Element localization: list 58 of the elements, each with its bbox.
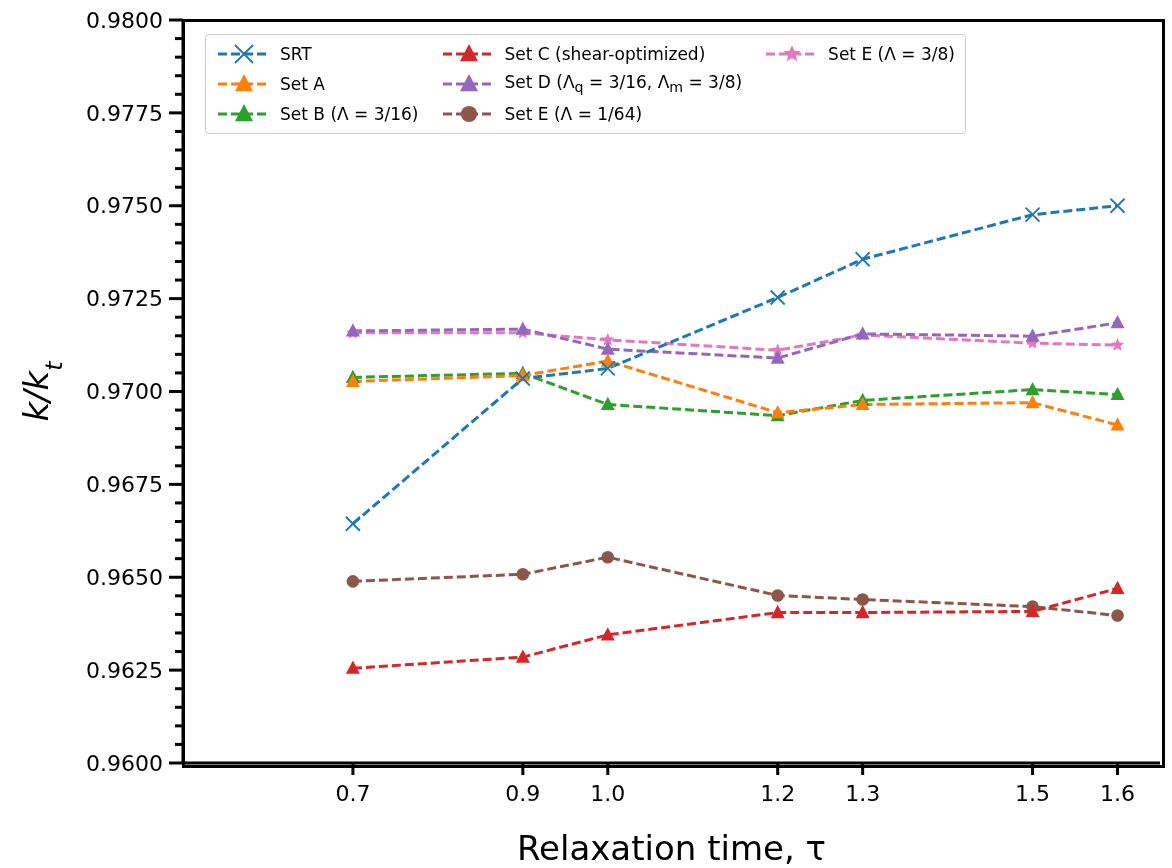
y-tick-label: 0.9700: [86, 379, 163, 405]
x-tick-label: 1.6: [1100, 780, 1136, 806]
point: [1110, 315, 1125, 329]
y-tick-label: 0.9650: [86, 564, 163, 590]
legend-label: Set E (Λ = 3/8): [828, 44, 955, 64]
legend-label: Set B (Λ = 3/16): [280, 104, 419, 124]
point: [516, 567, 530, 581]
x-tick-label: 1.0: [590, 780, 626, 806]
point: [346, 575, 360, 588]
x-tick-label: 1.3: [845, 780, 881, 806]
x-tick-label: 0.9: [505, 780, 541, 806]
legend-label: SRT: [280, 44, 312, 64]
point: [345, 660, 360, 674]
point: [1025, 394, 1040, 409]
point: [514, 370, 531, 387]
legend-label: Set C (shear-optimized): [504, 44, 706, 64]
point: [1109, 197, 1126, 214]
point: [769, 289, 786, 306]
point: [345, 515, 361, 532]
x-axis-title: Relaxation time, τ: [516, 828, 827, 868]
point: [856, 593, 869, 606]
point: [1025, 328, 1040, 342]
point: [855, 604, 870, 619]
point: [1110, 580, 1125, 594]
point: [1111, 609, 1124, 622]
point: [601, 332, 615, 346]
legend-label: Set A: [280, 74, 325, 94]
point: [601, 550, 615, 564]
point: [1025, 603, 1040, 618]
point: [600, 627, 615, 641]
point: [1025, 381, 1040, 396]
point: [770, 350, 785, 364]
y-tick-label: 0.9625: [86, 657, 163, 683]
point: [855, 396, 870, 411]
y-tick-label: 0.9600: [86, 750, 163, 776]
y-tick-label: 0.9750: [86, 193, 163, 219]
legend-label: Set E (Λ = 1/64): [504, 104, 643, 124]
y-tick-label: 0.9725: [86, 286, 163, 312]
x-tick-label: 1.5: [1015, 780, 1051, 806]
y-tick-label: 0.9775: [86, 100, 163, 126]
point: [1110, 338, 1125, 351]
point: [771, 589, 784, 602]
point: [515, 649, 530, 663]
y-tick-label: 0.9675: [86, 472, 163, 498]
x-tick-label: 1.2: [760, 780, 796, 806]
point: [600, 396, 615, 411]
point: [599, 360, 616, 377]
point: [600, 341, 615, 355]
point: [770, 604, 785, 619]
point: [1024, 206, 1041, 223]
point: [1110, 386, 1125, 401]
point: [515, 321, 530, 335]
y-tick-label: 0.9800: [86, 7, 163, 33]
x-tick-label: 0.7: [335, 780, 371, 806]
legend-label: Set D (Λ$_{q}$ = 3/16, Λ$_{m}$ = 3/8): [504, 72, 743, 96]
point: [345, 373, 360, 388]
point: [1110, 417, 1125, 431]
point: [854, 251, 871, 268]
